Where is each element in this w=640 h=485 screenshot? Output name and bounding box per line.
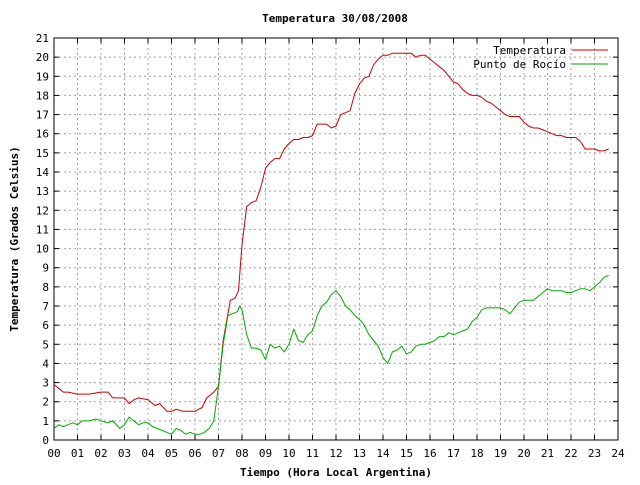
x-tick-label: 04 [141, 447, 155, 460]
x-tick-label: 16 [423, 447, 436, 460]
x-tick-label: 08 [235, 447, 248, 460]
x-tick-label: 05 [165, 447, 178, 460]
legend-label-0: Temperatura [493, 44, 566, 57]
x-axis-label: Tiempo (Hora Local Argentina) [240, 466, 432, 479]
y-tick-label: 9 [42, 262, 49, 275]
x-tick-label: 00 [47, 447, 60, 460]
x-tick-label: 20 [517, 447, 530, 460]
y-tick-label: 21 [36, 32, 49, 45]
grid [54, 38, 618, 440]
x-tick-label: 07 [212, 447, 225, 460]
y-tick-label: 5 [42, 338, 49, 351]
x-tick-label: 23 [588, 447, 601, 460]
y-tick-label: 1 [42, 415, 49, 428]
y-tick-label: 17 [36, 109, 49, 122]
y-tick-label: 10 [36, 243, 49, 256]
y-tick-label: 2 [42, 396, 49, 409]
y-tick-label: 6 [42, 319, 49, 332]
chart-title: Temperatura 30/08/2008 [262, 12, 408, 25]
y-tick-label: 3 [42, 377, 49, 390]
y-axis-label: Temperatura (Grados Celsius) [8, 146, 21, 331]
y-tick-label: 20 [36, 51, 49, 64]
x-tick-label: 06 [188, 447, 201, 460]
y-tick-label: 11 [36, 223, 49, 236]
y-tick-label: 14 [36, 166, 50, 179]
series-group [53, 52, 609, 435]
y-tick-label: 7 [42, 300, 49, 313]
x-tick-label: 09 [259, 447, 272, 460]
series-line-0 [53, 52, 609, 412]
x-tick-label: 24 [611, 447, 625, 460]
x-tick-label: 13 [353, 447, 366, 460]
x-tick-label: 17 [447, 447, 460, 460]
y-tick-label: 18 [36, 89, 49, 102]
y-tick-label: 19 [36, 70, 49, 83]
x-tick-label: 02 [94, 447, 107, 460]
y-tick-label: 0 [42, 434, 49, 447]
y-tick-label: 15 [36, 147, 49, 160]
x-tick-label: 01 [71, 447, 84, 460]
legend-label-1: Punto de Rocío [473, 58, 566, 71]
x-tick-label: 21 [541, 447, 554, 460]
x-tick-label: 22 [564, 447, 577, 460]
x-tick-label: 14 [376, 447, 390, 460]
x-tick-label: 19 [494, 447, 507, 460]
x-tick-label: 11 [306, 447, 319, 460]
x-tick-label: 15 [400, 447, 413, 460]
x-tick-label: 18 [470, 447, 483, 460]
x-tick-label: 03 [118, 447, 131, 460]
y-tick-label: 8 [42, 281, 49, 294]
y-tick-label: 16 [36, 128, 49, 141]
y-tick-label: 4 [42, 357, 49, 370]
series-line-1 [53, 274, 609, 435]
x-tick-label: 12 [329, 447, 342, 460]
x-tick-label: 10 [282, 447, 295, 460]
y-tick-label: 13 [36, 185, 49, 198]
y-tick-label: 12 [36, 204, 49, 217]
x-axis: 00 01 02 03 04 05 06 07 08 09 10 11 12 13 14 15 16 17 18 19… [47, 38, 625, 460]
